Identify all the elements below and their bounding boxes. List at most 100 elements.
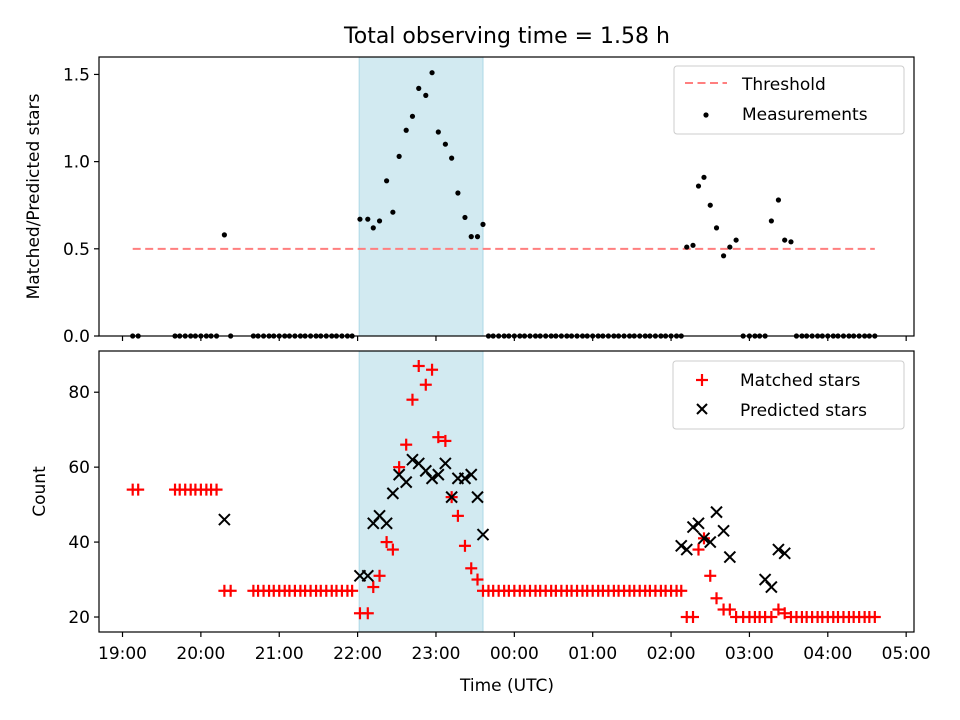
predicted-star-point	[686, 520, 700, 534]
predicted-star-point	[380, 517, 393, 530]
predicted-star-point	[675, 539, 688, 553]
predicted-star-point	[445, 490, 458, 504]
predicted-stars-series	[218, 453, 791, 594]
predicted-star-point	[717, 524, 730, 538]
predicted-star-point	[476, 528, 490, 541]
matched-star-point	[132, 483, 145, 496]
y-tick-label: 80	[68, 383, 90, 403]
x-tick-label: 22:00	[333, 644, 382, 664]
x-tick-label: 20:00	[176, 644, 225, 664]
count-legend: Matched stars Predicted stars	[672, 360, 905, 430]
matched-star-point	[432, 431, 445, 444]
matched-star-point	[400, 438, 413, 451]
legend-measurements-swatch	[703, 112, 709, 118]
ratio-x-ticks	[121, 336, 907, 341]
ratio-panel: 0.0 0.5 1.0 1.5 Matched/Predicted stars Thr…	[24, 56, 915, 347]
matched-star-point	[465, 562, 478, 575]
measurement-point	[775, 197, 782, 203]
measurement-point	[365, 216, 371, 222]
x-tick-label: 05:00	[882, 644, 931, 664]
legend-predicted-label: Predicted stars	[740, 401, 867, 421]
measurements-series	[130, 70, 878, 339]
figure-title: Total observing time = 1.58 h	[343, 24, 670, 49]
predicted-star-point	[704, 535, 717, 549]
y-tick-label: 0.0	[63, 327, 90, 347]
matched-star-point	[772, 603, 785, 616]
predicted-star-point	[458, 472, 472, 485]
measurement-point	[357, 216, 363, 222]
observing-window-shade	[358, 56, 484, 337]
matched-star-point	[367, 581, 380, 594]
x-tick-label: 23:00	[411, 644, 460, 664]
matched-star-point	[778, 607, 791, 620]
matched-star-point	[451, 509, 464, 522]
measurement-point	[727, 244, 733, 250]
matched-star-point	[710, 592, 723, 605]
y-tick-label: 40	[68, 533, 90, 553]
measurement-point	[782, 237, 788, 243]
y-tick-label: 20	[68, 608, 90, 628]
measurement-point	[788, 239, 794, 245]
matched-star-point	[458, 539, 471, 552]
measurement-point	[390, 209, 396, 215]
ratio-plot-frame	[98, 56, 915, 337]
predicted-star-point	[471, 490, 484, 504]
x-axis-label: Time (UTC)	[459, 676, 554, 696]
matched-star-point	[704, 569, 717, 582]
count-panel: 20 40 60 80 19:00 20:00 21:00 22:00 23:00 00:00 0…	[30, 350, 931, 664]
matched-star-point	[412, 359, 425, 372]
predicted-star-point	[399, 475, 413, 489]
predicted-star-point	[465, 468, 478, 481]
count-legend-box	[672, 360, 905, 430]
legend-predicted-swatch	[696, 403, 708, 415]
measurement-point	[684, 244, 690, 250]
predicted-star-point	[361, 569, 375, 583]
count-x-axis: 19:00 20:00 21:00 22:00 23:00 00:00 01:00 02:00…	[98, 632, 931, 664]
measurement-point	[449, 155, 455, 161]
measurement-point	[221, 232, 227, 238]
count-y-axis-label: Count	[30, 466, 50, 517]
measurement-point	[468, 234, 474, 240]
measurement-point	[370, 225, 376, 231]
measurement-point	[442, 141, 448, 147]
ratio-y-axis-label: Matched/Predicted stars	[24, 93, 44, 299]
y-tick-label: 1.0	[63, 153, 90, 173]
matched-star-point	[765, 611, 778, 624]
count-plot-frame	[98, 350, 915, 633]
matched-star-point	[692, 543, 705, 556]
measurement-point	[720, 253, 727, 259]
predicted-star-point	[425, 472, 439, 485]
measurement-point	[396, 153, 402, 159]
measurement-point	[423, 92, 429, 98]
measurement-point	[462, 214, 468, 221]
measurement-point	[713, 225, 720, 231]
measurement-point	[455, 190, 461, 196]
measurement-point	[376, 218, 383, 224]
measurement-point	[409, 113, 416, 119]
measurement-point	[733, 237, 739, 243]
predicted-star-point	[710, 505, 723, 519]
measurement-point	[435, 129, 441, 135]
matched-star-point	[675, 584, 688, 597]
measurement-point	[690, 242, 696, 248]
matched-star-point	[393, 461, 406, 474]
legend-threshold-label: Threshold	[741, 75, 826, 95]
predicted-star-point	[778, 547, 791, 560]
predicted-star-point	[723, 550, 737, 564]
predicted-star-point	[697, 532, 711, 545]
legend-matched-swatch	[696, 374, 708, 386]
x-tick-label: 21:00	[255, 644, 304, 664]
matched-star-point	[406, 393, 419, 406]
matched-star-point	[868, 611, 881, 624]
predicted-star-point	[406, 453, 419, 466]
predicted-star-point	[765, 580, 778, 594]
predicted-star-point	[680, 543, 693, 556]
y-tick-label: 1.5	[63, 65, 90, 85]
matched-star-point	[471, 573, 484, 586]
ratio-legend: Threshold Measurements	[673, 65, 905, 135]
x-tick-label: 01:00	[568, 644, 617, 664]
matched-star-point	[346, 584, 359, 597]
measurement-point	[707, 202, 713, 208]
predicted-star-point	[432, 468, 445, 481]
y-tick-label: 0.5	[63, 240, 90, 260]
